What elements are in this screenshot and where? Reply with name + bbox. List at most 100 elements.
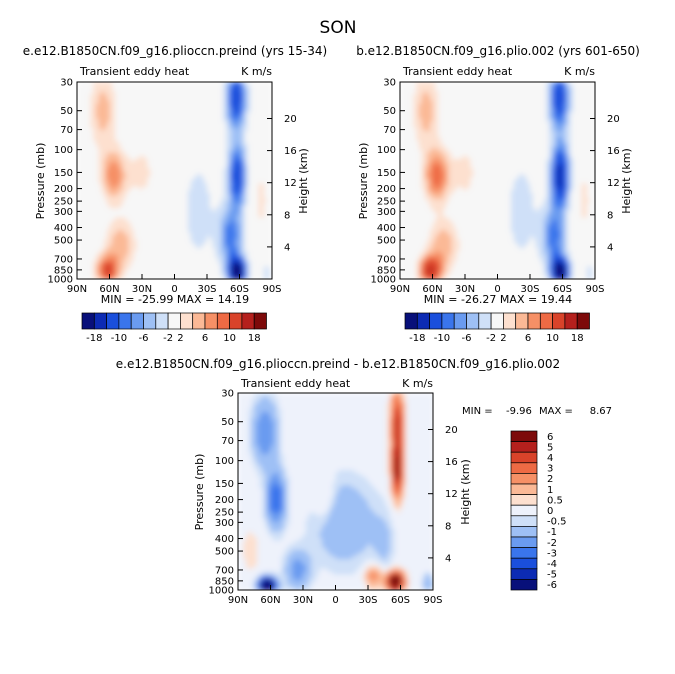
colorbar-label: -2 bbox=[163, 333, 173, 344]
field-cell bbox=[225, 183, 230, 188]
field-cell bbox=[231, 122, 235, 126]
field-cell bbox=[131, 257, 135, 262]
field-cell bbox=[263, 195, 268, 200]
field-cell bbox=[112, 235, 116, 240]
field-cell bbox=[217, 155, 222, 160]
field-cell bbox=[155, 103, 159, 108]
field-cell bbox=[82, 158, 86, 163]
field-cell bbox=[104, 232, 108, 237]
field-cell bbox=[204, 128, 208, 132]
field-cell bbox=[150, 140, 154, 145]
field-cell bbox=[470, 85, 474, 89]
field-cell bbox=[223, 122, 227, 126]
field-cell bbox=[87, 195, 92, 200]
field-cell bbox=[209, 275, 214, 279]
field-cell bbox=[204, 134, 208, 139]
field-cell bbox=[158, 122, 162, 126]
field-cell bbox=[263, 88, 268, 92]
field-cell bbox=[77, 202, 81, 206]
field-cell bbox=[185, 137, 189, 142]
field-cell bbox=[239, 232, 243, 237]
field-cell bbox=[106, 223, 111, 228]
field-cell bbox=[171, 248, 176, 252]
field-cell bbox=[93, 174, 97, 179]
field-cell bbox=[155, 94, 159, 98]
field-cell bbox=[223, 128, 227, 132]
field-cell bbox=[133, 202, 138, 206]
field-cell bbox=[239, 208, 243, 212]
field-cell bbox=[147, 118, 151, 123]
field-cell bbox=[204, 263, 208, 268]
field-cell bbox=[220, 128, 224, 132]
field-cell bbox=[416, 88, 420, 92]
field-cell bbox=[263, 251, 268, 255]
field-cell bbox=[242, 168, 246, 172]
field-cell bbox=[228, 266, 232, 271]
field-cell bbox=[147, 125, 151, 129]
field-cell bbox=[185, 85, 189, 89]
field-cell bbox=[131, 85, 135, 89]
field-cell bbox=[193, 137, 197, 142]
field-cell bbox=[160, 235, 165, 240]
field-cell bbox=[87, 140, 92, 145]
field-cell bbox=[263, 263, 268, 268]
field-cell bbox=[93, 242, 97, 246]
field-cell bbox=[234, 220, 238, 225]
field-cell bbox=[217, 165, 222, 169]
field-cell bbox=[234, 112, 238, 117]
field-cell bbox=[171, 217, 176, 222]
field-cell bbox=[489, 85, 493, 89]
field-cell bbox=[239, 202, 243, 206]
field-cell bbox=[144, 251, 149, 255]
field-cell bbox=[147, 88, 151, 92]
field-cell bbox=[255, 103, 260, 108]
field-cell bbox=[101, 128, 105, 132]
field-cell bbox=[77, 248, 81, 252]
field-cell bbox=[174, 251, 178, 255]
field-cell bbox=[133, 251, 138, 255]
field-cell bbox=[160, 155, 165, 160]
field-cell bbox=[217, 177, 222, 182]
field-cell bbox=[207, 137, 211, 142]
field-cell bbox=[234, 214, 238, 219]
field-cell bbox=[158, 158, 162, 163]
field-cell bbox=[190, 85, 195, 89]
field-cell bbox=[174, 223, 178, 228]
field-cell bbox=[182, 140, 186, 145]
field-cell bbox=[152, 275, 157, 279]
field-cell bbox=[95, 162, 100, 166]
field-cell bbox=[166, 162, 170, 166]
field-cell bbox=[104, 229, 108, 234]
field-cell bbox=[160, 146, 165, 151]
field-cell bbox=[158, 100, 162, 105]
field-cell bbox=[104, 269, 108, 274]
field-cell bbox=[139, 217, 143, 222]
field-cell bbox=[193, 158, 197, 163]
field-cell bbox=[234, 251, 238, 255]
field-cell bbox=[144, 171, 149, 175]
field-cell bbox=[98, 115, 102, 120]
field-cell bbox=[231, 140, 235, 145]
field-cell bbox=[231, 269, 235, 274]
field-cell bbox=[236, 118, 241, 123]
field-cell bbox=[82, 235, 86, 240]
field-cell bbox=[112, 85, 116, 89]
field-cell bbox=[98, 103, 102, 108]
field-cell bbox=[179, 220, 184, 225]
field-cell bbox=[467, 82, 472, 86]
field-cell bbox=[253, 162, 257, 166]
field-cell bbox=[198, 168, 203, 172]
field-cell bbox=[163, 100, 167, 105]
field-cell bbox=[147, 143, 151, 148]
field-cell bbox=[150, 272, 154, 277]
field-cell bbox=[217, 245, 222, 249]
field-cell bbox=[269, 155, 272, 160]
field-cell bbox=[82, 155, 86, 160]
field-cell bbox=[225, 229, 230, 234]
field-cell bbox=[160, 208, 165, 212]
field-cell bbox=[217, 106, 222, 111]
field-cell bbox=[244, 94, 249, 98]
field-cell bbox=[117, 131, 121, 135]
field-cell bbox=[82, 186, 86, 191]
field-cell bbox=[106, 168, 111, 172]
